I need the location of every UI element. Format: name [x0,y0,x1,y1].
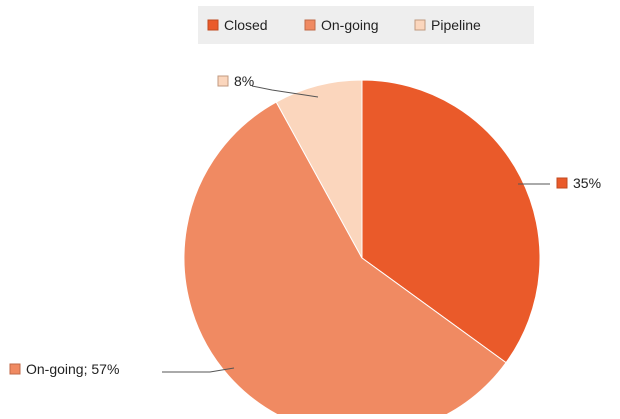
legend-swatch-pipeline [414,19,426,31]
pie-slice-pipeline [275,79,363,259]
leader-line-ongoing [162,367,235,373]
pie-slice-closed [361,79,541,364]
legend-label-closed: Closed [224,17,268,33]
legend-swatch-closed [207,19,219,31]
data-label-ongoing: On-going; 57% [26,361,119,377]
pie [183,79,541,419]
leader-line-pipeline [251,85,319,98]
data-labels: 35% 8% On-going; 57% [9,73,601,377]
legend: Closed On-going Pipeline [207,17,481,33]
legend-label-pipeline: Pipeline [431,17,481,33]
legend-background [198,6,534,44]
data-label-swatch-ongoing [9,363,21,375]
legend-swatch-ongoing [304,19,316,31]
data-label-pipeline: 8% [234,73,254,89]
pie-slice-ongoing [183,101,507,419]
data-label-swatch-pipeline [217,75,229,87]
data-label-closed: 35% [573,175,601,191]
legend-label-ongoing: On-going [321,17,379,33]
data-label-swatch-closed [556,177,568,189]
